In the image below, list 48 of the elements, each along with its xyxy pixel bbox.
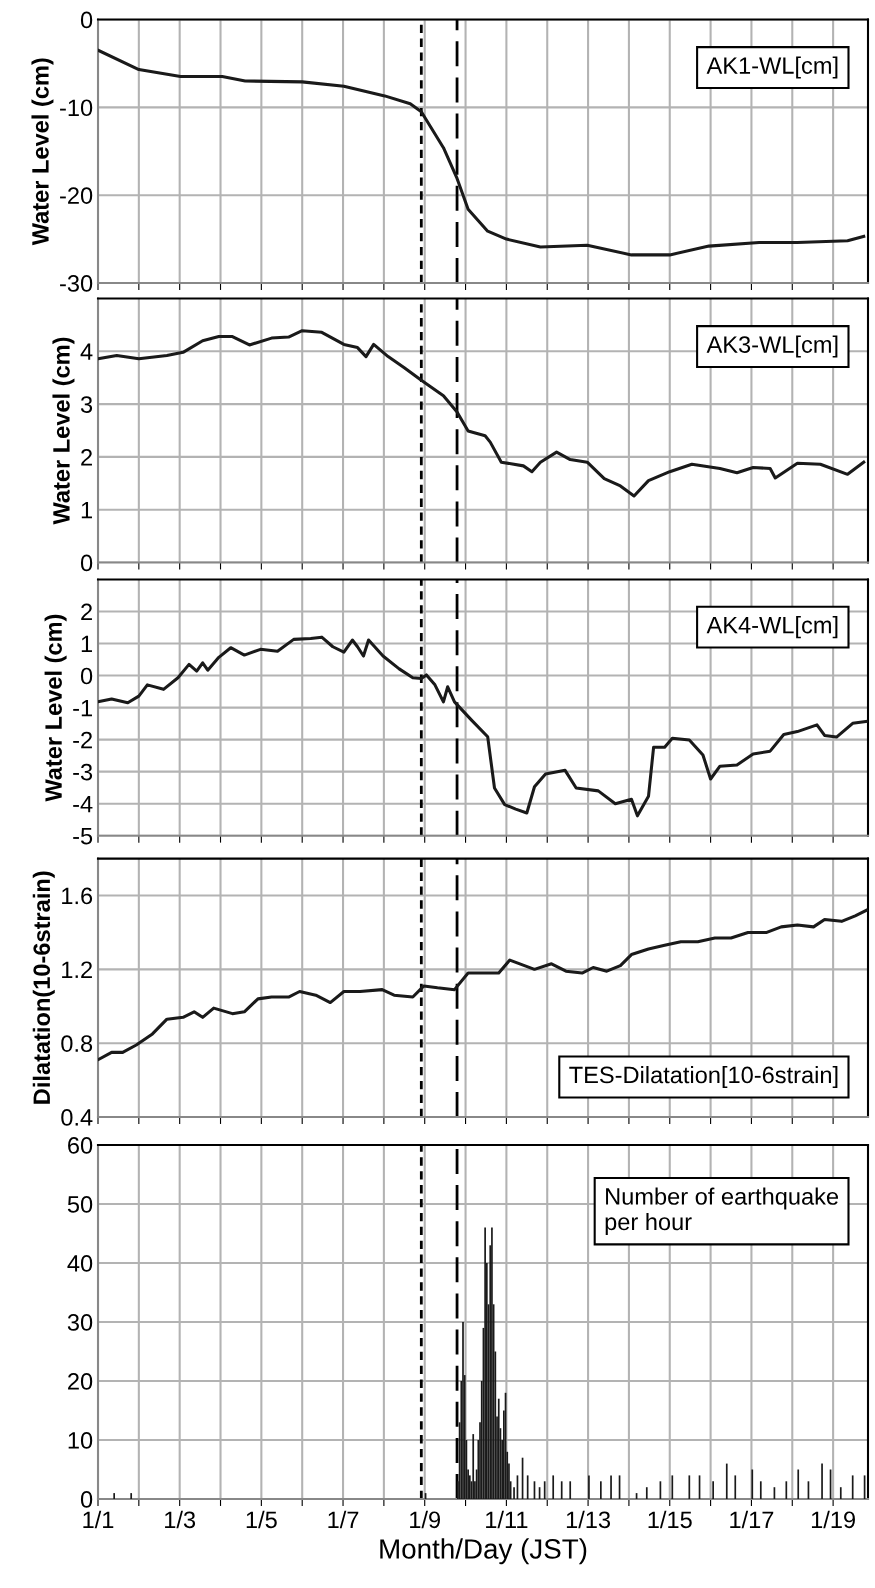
y-tick-label: 60 bbox=[68, 1137, 93, 1154]
y-tick-label: 0 bbox=[80, 554, 93, 572]
y-tick-label: 30 bbox=[67, 1314, 93, 1331]
x-tick-label: 1/1 bbox=[83, 1510, 114, 1529]
x-tick-label: 1/11 bbox=[486, 1510, 528, 1529]
text: Number of earthquake per hour bbox=[605, 1187, 839, 1235]
y-tick-label: 0.8 bbox=[61, 1035, 93, 1052]
y-tick-label: 1 bbox=[81, 502, 92, 519]
text: AK1-WL[cm] bbox=[706, 56, 838, 79]
x-tick-label: 1/13 bbox=[566, 1510, 611, 1529]
y-tick-label: 4 bbox=[80, 343, 93, 360]
x-tick-label: 1/7 bbox=[328, 1510, 359, 1529]
x-tick-label: 1/3 bbox=[165, 1510, 196, 1529]
y-tick-label: 0 bbox=[80, 11, 93, 29]
text: TES-Dilatation[10-6strain] bbox=[569, 1065, 838, 1088]
y-tick-label: 0 bbox=[80, 667, 93, 685]
y-tick-label: 2 bbox=[81, 448, 92, 466]
y-axis-title: Water Level (cm) bbox=[44, 614, 67, 802]
y-tick-label: -30 bbox=[60, 275, 93, 292]
x-tick-label: 1/15 bbox=[648, 1510, 692, 1529]
y-tick-label: 3 bbox=[80, 396, 93, 413]
y-tick-label: 1.2 bbox=[62, 961, 92, 978]
y-tick-label: 2 bbox=[81, 603, 92, 621]
x-tick-label: 1/19 bbox=[811, 1510, 855, 1529]
y-tick-label: 1 bbox=[81, 635, 92, 653]
y-tick-label: 0 bbox=[80, 1491, 93, 1508]
x-axis-title: Month/Day (JST) bbox=[380, 1538, 587, 1565]
y-tick-label: 20 bbox=[68, 1373, 93, 1390]
y-tick-label: -1 bbox=[73, 699, 92, 717]
text: AK3-WL[cm] bbox=[706, 335, 838, 358]
y-tick-label: -2 bbox=[73, 731, 92, 749]
y-tick-label: 0.4 bbox=[61, 1109, 93, 1126]
y-axis-title: Dilatation(10-6strain) bbox=[32, 871, 55, 1104]
x-tick-label: 1/9 bbox=[410, 1510, 441, 1529]
y-tick-label: 40 bbox=[67, 1255, 93, 1272]
y-tick-label: -3 bbox=[73, 763, 93, 781]
text: AK4-WL[cm] bbox=[706, 616, 838, 639]
y-axis-title: Water Level (cm) bbox=[52, 337, 75, 525]
y-tick-label: -5 bbox=[73, 828, 93, 845]
y-tick-label: -20 bbox=[60, 187, 93, 204]
y-tick-label: 1.6 bbox=[62, 887, 93, 905]
y-tick-label: -4 bbox=[73, 795, 93, 813]
y-tick-label: 10 bbox=[68, 1432, 93, 1449]
x-tick-label: 1/17 bbox=[730, 1510, 774, 1529]
y-axis-title: Water Level (cm) bbox=[31, 58, 54, 246]
y-tick-label: -10 bbox=[60, 99, 93, 117]
x-tick-label: 1/5 bbox=[246, 1510, 277, 1529]
y-tick-label: 50 bbox=[67, 1196, 93, 1213]
